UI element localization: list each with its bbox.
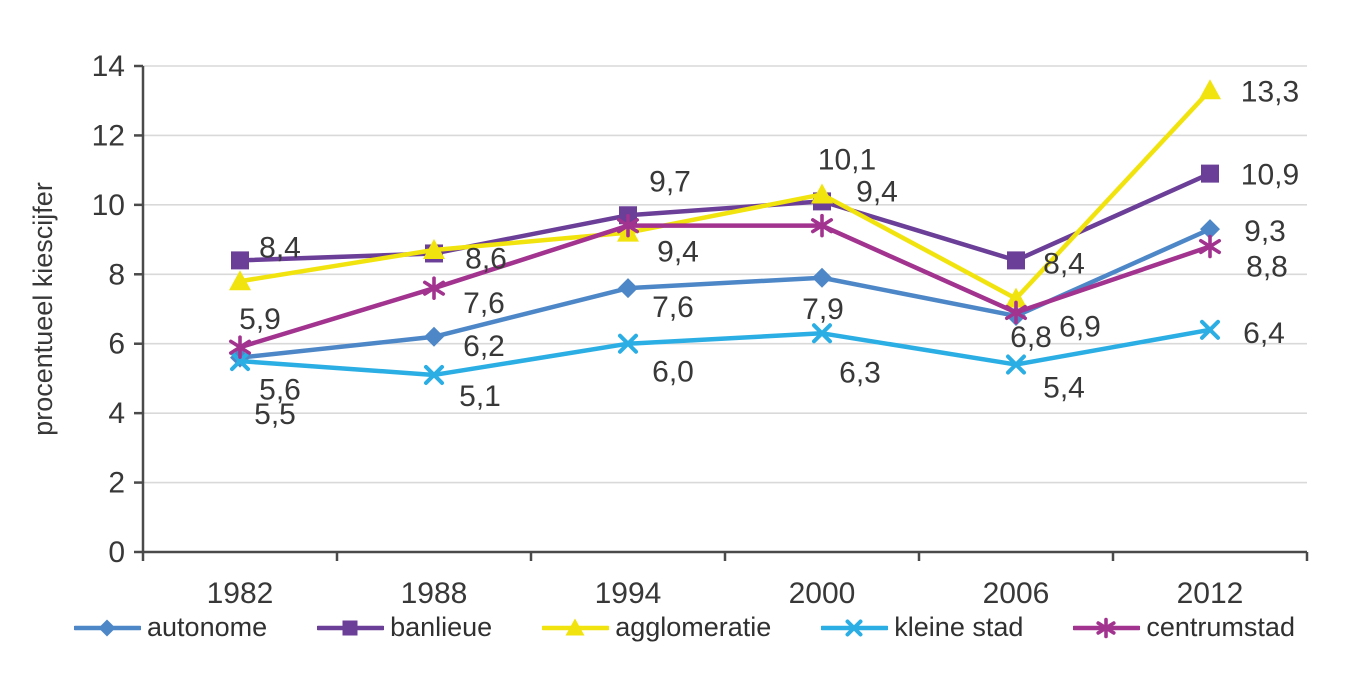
y-tick-label: 10 xyxy=(92,189,125,222)
series-centrumstad xyxy=(229,213,1221,359)
legend: autonome banlieue agglomeratie kleine st… xyxy=(0,612,1369,643)
centrumstad-marker-asterisk-icon xyxy=(1004,300,1027,325)
centrumstad-marker-asterisk-icon xyxy=(616,213,640,238)
data-label: 6,2 xyxy=(463,330,505,363)
data-label: 6,8 xyxy=(1010,321,1052,354)
x-tick-label: 2012 xyxy=(1177,577,1244,610)
kleine-stad-marker-x-icon xyxy=(1006,354,1026,375)
data-label: 7,6 xyxy=(463,287,505,320)
x-tick-label: 2006 xyxy=(983,577,1050,610)
legend-label-banlieue: banlieue xyxy=(390,612,493,642)
agglomeratie-marker-triangle-icon xyxy=(1005,287,1027,308)
y-axis-title: procentueel kiescijfer xyxy=(28,182,58,436)
x-tick-label: 2000 xyxy=(789,577,856,610)
data-label: 5,5 xyxy=(254,398,296,431)
series-line-kleine-stad xyxy=(237,327,1213,378)
data-label: 5,9 xyxy=(239,303,281,336)
banlieue-marker-square-icon xyxy=(1007,251,1025,270)
legend-item-centrumstad: centrumstad xyxy=(1073,612,1295,643)
agglomeratie-marker-triangle-icon xyxy=(229,270,251,291)
data-label: 5,4 xyxy=(1043,372,1085,405)
autonome-marker-diamond-icon xyxy=(618,278,638,299)
x-tick-label: 1982 xyxy=(207,577,274,610)
y-tick-label: 4 xyxy=(108,397,125,430)
legend-agglomeratie-marker-triangle-icon xyxy=(565,618,585,635)
y-tick-label: 2 xyxy=(108,467,125,500)
legend-item-autonome: autonome xyxy=(74,612,267,643)
legend-kleine-stad-marker-icon xyxy=(821,619,889,636)
agglomeratie-marker-triangle-icon xyxy=(1199,79,1221,100)
centrumstad-marker-asterisk-icon xyxy=(810,213,834,238)
data-label: 6,9 xyxy=(1059,310,1101,343)
legend-label-agglomeratie: agglomeratie xyxy=(615,612,772,642)
legend-autonome-marker-icon xyxy=(74,619,142,636)
kleine-stad-marker-x-icon xyxy=(230,351,250,372)
legend-item-banlieue: banlieue xyxy=(317,612,492,643)
kleine-stad-marker-x-icon xyxy=(618,333,638,354)
legend-banlieue-marker-icon xyxy=(317,620,385,635)
legend-autonome-marker-diamond-icon xyxy=(98,619,116,636)
legend-item-agglomeratie: agglomeratie xyxy=(542,612,771,643)
kleine-stad-marker-x-icon xyxy=(1200,319,1220,340)
data-label: 8,4 xyxy=(1043,247,1085,280)
data-label: 6,3 xyxy=(839,356,881,389)
legend-banlieue-marker-square-icon xyxy=(342,620,358,635)
data-label: 5,6 xyxy=(259,374,301,407)
data-label: 10,9 xyxy=(1241,159,1299,192)
data-label: 7,9 xyxy=(802,293,844,326)
data-label: 10,1 xyxy=(818,143,876,176)
autonome-marker-diamond-icon xyxy=(424,326,444,347)
data-label: 9,4 xyxy=(856,176,898,209)
kleine-stad-marker-x-icon xyxy=(812,323,832,344)
y-tick-label: 0 xyxy=(108,536,125,569)
x-tick-label: 1994 xyxy=(595,577,662,610)
series-kleine-stad xyxy=(230,319,1220,385)
y-tick-label: 12 xyxy=(92,119,125,152)
data-label: 6,0 xyxy=(652,356,694,389)
x-tick-label: 1988 xyxy=(401,577,468,610)
kleine-stad-marker-x-icon xyxy=(424,364,444,385)
series-line-agglomeratie xyxy=(237,88,1213,301)
data-label: 13,3 xyxy=(1241,75,1299,108)
data-label: 7,6 xyxy=(652,291,694,324)
data-label: 8,8 xyxy=(1246,251,1288,284)
legend-label-kleine-stad: kleine stad xyxy=(894,612,1024,642)
data-label: 9,7 xyxy=(649,165,691,198)
centrumstad-marker-asterisk-icon xyxy=(1199,234,1221,259)
agglomeratie-marker-triangle-icon xyxy=(811,183,833,204)
centrumstad-marker-asterisk-icon xyxy=(422,276,446,300)
data-label: 5,1 xyxy=(459,380,501,413)
y-tick-label: 8 xyxy=(108,258,125,291)
data-label: 9,4 xyxy=(657,236,699,269)
legend-kleine-stad-marker-x-icon xyxy=(845,619,863,636)
plot-area: 0 2 4 6 8 10 12 14 1982 1988 1994 2000 2006 2012 proce… xyxy=(28,50,1309,610)
legend-centrumstad-marker-icon xyxy=(1073,617,1141,638)
data-label: 9,3 xyxy=(1244,215,1286,248)
banlieue-marker-square-icon xyxy=(231,251,249,270)
y-tick-label: 14 xyxy=(92,50,125,83)
legend-item-kleine-stad: kleine stad xyxy=(821,612,1023,643)
series-agglomeratie xyxy=(229,79,1221,308)
centrumstad-marker-asterisk-icon xyxy=(229,335,251,359)
data-label: 8,4 xyxy=(259,231,301,264)
series-line-centrumstad xyxy=(237,223,1213,350)
data-label: 8,6 xyxy=(465,242,507,275)
legend-agglomeratie-marker-icon xyxy=(542,618,610,635)
agglomeratie-marker-triangle-icon xyxy=(423,238,445,259)
autonome-marker-diamond-icon xyxy=(812,267,832,288)
legend-centrumstad-marker-asterisk-icon xyxy=(1096,617,1117,638)
autonome-marker-diamond-icon xyxy=(1200,219,1220,240)
y-tick-label: 6 xyxy=(108,328,125,361)
legend-label-autonome: autonome xyxy=(147,612,268,642)
data-label: 6,4 xyxy=(1243,317,1285,350)
legend-label-centrumstad: centrumstad xyxy=(1146,612,1295,642)
banlieue-marker-square-icon xyxy=(1201,164,1219,183)
